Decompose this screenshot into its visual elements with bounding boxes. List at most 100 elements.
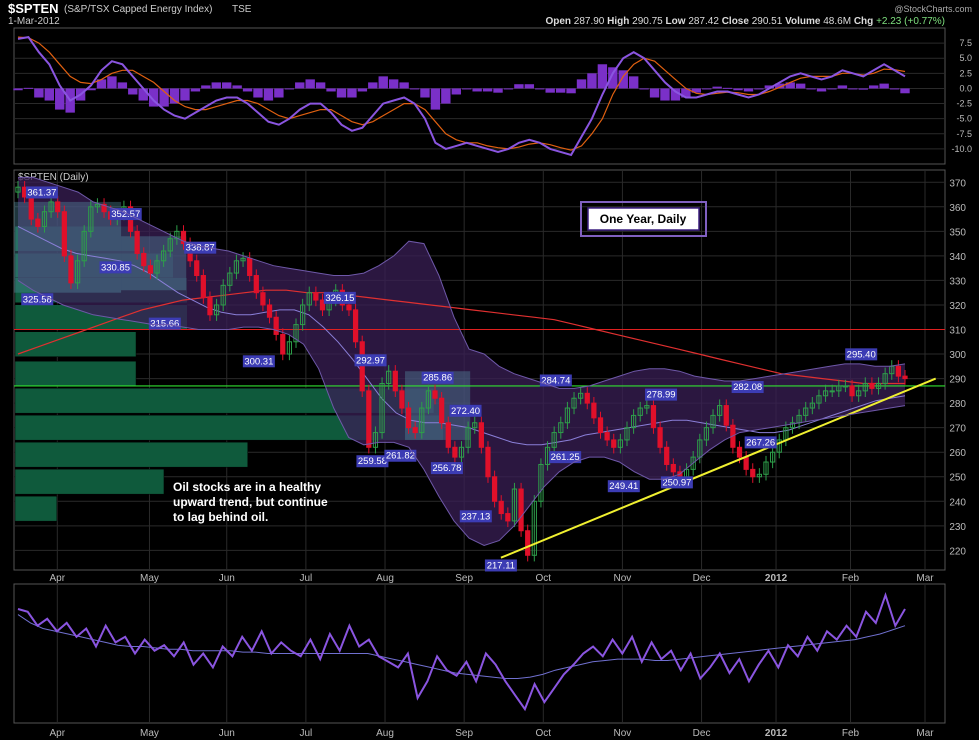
price-label-text: 284.74 — [541, 375, 570, 386]
macd-histogram-bar — [733, 88, 743, 91]
price-label-text: 261.82 — [386, 451, 415, 462]
candle-body — [399, 390, 405, 409]
candle-body — [491, 476, 498, 502]
candle-body — [233, 260, 240, 274]
candle-body — [366, 390, 372, 448]
candle-body — [743, 456, 749, 470]
macd-histogram-bar — [23, 87, 34, 89]
price-x-tick-label: Jun — [219, 573, 235, 584]
oscillator-panel: Apr May Jun Jul Aug Sep Oct Nov Dec 2012 Feb Mar — [13, 583, 946, 739]
price-x-tick-label: Mar — [916, 573, 934, 584]
macd-histogram-bar — [816, 88, 827, 92]
candle-body — [809, 402, 815, 409]
macd-histogram-bar — [858, 88, 868, 90]
candle-body — [313, 292, 319, 301]
ma50-line — [17, 225, 906, 446]
candle-body — [35, 218, 41, 227]
candle-body — [710, 414, 716, 429]
macd-histogram-bar — [222, 82, 232, 89]
price-label-box — [607, 480, 640, 493]
price-label-text: 278.99 — [647, 390, 676, 401]
candle-body — [28, 196, 34, 220]
oscillator-x-tick-label: Jun — [219, 728, 235, 739]
candle-body — [630, 414, 637, 429]
macd-y-tick-label: 2.5 — [959, 68, 972, 78]
price-label-text: 326.15 — [325, 293, 354, 304]
price-x-tick-label: Nov — [614, 573, 632, 584]
price-x-tick-label: Sep — [455, 573, 473, 584]
candle-body — [558, 422, 564, 434]
candle-body — [372, 432, 379, 448]
candle-body — [253, 275, 259, 294]
candle-body — [531, 500, 537, 556]
price-y-tick-label: 350 — [949, 227, 966, 238]
candle-body — [55, 201, 61, 213]
price-label-text: 292.97 — [356, 355, 385, 366]
macd-histogram-bar — [514, 84, 524, 89]
macd-histogram-bar — [159, 88, 169, 107]
price-label-box — [430, 462, 463, 475]
price-y-tick-label: 310 — [949, 326, 966, 337]
macd-histogram-bar — [639, 88, 649, 90]
macd-grid — [14, 42, 945, 150]
candle-body — [412, 427, 418, 434]
price-y-tick-label: 240 — [949, 497, 966, 508]
candle-body — [161, 250, 167, 262]
candle-body — [485, 446, 491, 478]
candle-body — [167, 238, 173, 252]
price-x-tick-label: Feb — [842, 573, 860, 584]
chart-exchange: TSE — [232, 4, 252, 15]
candle-body — [101, 203, 107, 213]
candle-body — [597, 417, 604, 434]
candle-body — [15, 186, 21, 193]
macd-histogram-bar — [524, 84, 535, 89]
macd-histogram-bar — [848, 88, 858, 90]
price-y-tick-label: 220 — [949, 546, 966, 557]
candle-body — [405, 407, 412, 429]
macd-histogram-bar — [253, 88, 263, 98]
macd-histogram-bar — [34, 88, 44, 98]
candle-body — [68, 255, 74, 284]
macd-histogram-bar — [712, 86, 722, 89]
macd-histogram-bar — [451, 88, 461, 95]
price-label-box — [660, 476, 693, 489]
macd-histogram — [13, 64, 910, 113]
price-label-box — [184, 241, 217, 254]
candle-body — [591, 402, 597, 419]
price-y-tick-label: 250 — [949, 473, 966, 484]
price-panel: $SPTEN (Daily) 361.37 352.57 338.87 325.58 3… — [13, 169, 966, 584]
candle-body — [875, 382, 882, 389]
macd-panel: 7.5 5.0 2.5 0.0 -2.5 -5.0 -7.5 -10.0 — [13, 27, 972, 165]
price-label-box — [323, 291, 356, 304]
candle-body — [564, 407, 571, 424]
macd-histogram-bar — [295, 82, 305, 89]
macd-histogram-bar — [608, 67, 618, 89]
ma200-line — [17, 289, 905, 385]
macd-histogram-bar — [555, 88, 566, 93]
candle-body — [717, 405, 723, 416]
price-y-tick-label: 330 — [949, 276, 966, 287]
macd-line — [17, 36, 906, 157]
uptrend-line — [500, 377, 937, 559]
price-label-text: 267.26 — [746, 437, 775, 448]
candle-body — [220, 284, 226, 306]
macd-histogram-bar — [55, 88, 65, 110]
macd-histogram-bar — [180, 88, 190, 101]
candle-body — [604, 432, 610, 441]
price-label-text: 272.40 — [451, 406, 480, 417]
highlight-zone — [121, 236, 187, 291]
macd-histogram-bar — [190, 88, 201, 92]
oscillator-line — [17, 591, 906, 712]
macd-y-tick-label: -10.0 — [951, 144, 972, 154]
macd-histogram-bar — [493, 88, 503, 93]
candle-body — [180, 230, 187, 245]
price-label-box — [242, 355, 275, 368]
macd-histogram-bar — [326, 88, 336, 92]
price-label-text: 285.86 — [423, 373, 452, 384]
macd-histogram-bar — [660, 88, 670, 101]
macd-histogram-bar — [315, 82, 326, 89]
macd-histogram-bar — [795, 83, 806, 89]
candle-body — [816, 395, 822, 404]
price-label-text: 250.97 — [662, 477, 691, 488]
price-y-tick-label: 360 — [949, 203, 966, 214]
